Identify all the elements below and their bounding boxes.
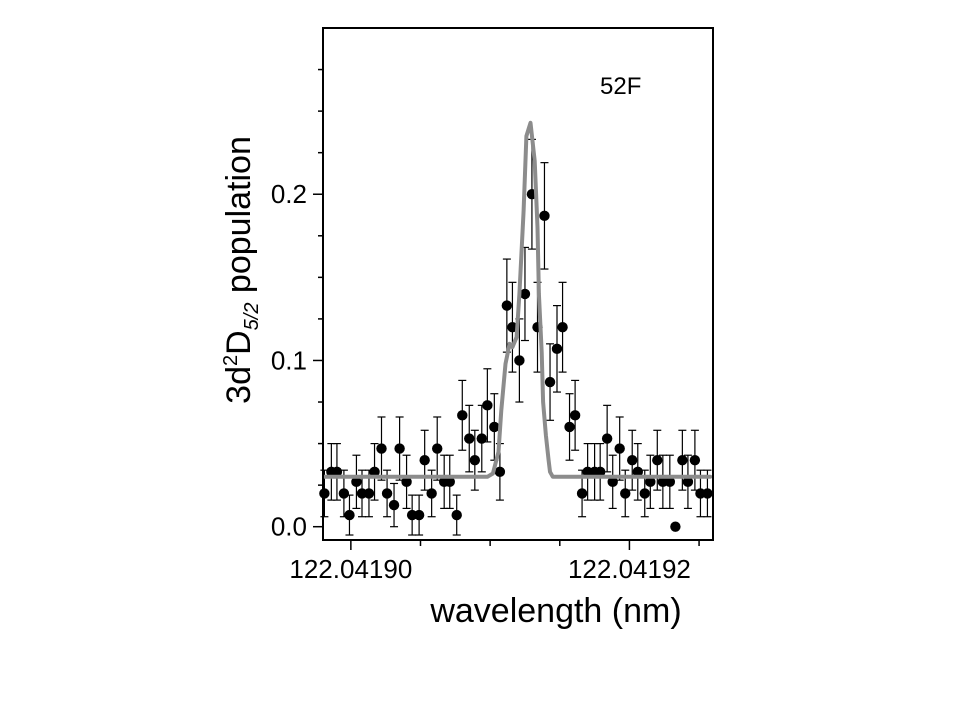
y-label-prefix: 3d [220,366,258,404]
data-points [319,189,713,532]
data-point [664,476,676,488]
data-point [639,488,650,499]
data-point [607,476,618,488]
data-point [551,343,563,355]
y-tick-label: 0.0 [271,512,307,542]
y-tick-label: 0.1 [271,345,307,375]
data-point [677,455,688,466]
data-point [620,488,631,499]
data-point [388,499,400,511]
data-point [376,443,387,454]
y-axis-label: 3d2D5/2 population [220,136,263,404]
data-point [576,488,588,499]
data-point [344,509,355,521]
fit-line [323,120,713,479]
y-label-suffix: population [220,136,258,302]
data-point [557,322,568,333]
data-point [494,466,506,478]
y-tick-label: 0.2 [271,179,307,209]
axis-ticks [313,193,700,550]
data-point [670,521,681,532]
data-point [702,488,713,499]
plot-frame [322,27,714,541]
data-point [652,455,663,466]
data-point [564,421,575,433]
data-point [594,466,606,478]
data-point [401,476,412,488]
data-point [544,376,556,388]
data-point [338,488,350,499]
data-point [645,476,656,488]
y-minor-ticks [318,68,323,486]
y-label-superscript: 2 [220,355,242,366]
x-axis-label: wavelength (nm) [429,592,681,630]
data-point [507,322,518,333]
data-point [682,476,694,488]
x-tick-label: 122.04190 [289,554,412,584]
data-point [514,355,525,366]
data-point [331,466,343,478]
data-point [394,443,405,454]
data-point [469,455,481,466]
x-tick-label: 122.04192 [568,554,691,584]
data-point [381,488,393,499]
tick-labels: 0.0 0.1 0.2 122.04190 122.04192 [271,179,691,584]
data-point [489,421,500,433]
data-point [482,400,493,411]
data-point [444,476,455,488]
data-point [319,488,330,499]
data-point [369,466,380,478]
data-point [419,455,430,466]
data-point [464,433,475,444]
data-point [351,476,362,488]
data-point [476,433,487,444]
data-point [363,488,375,499]
chart-annotation: 52F [600,73,641,100]
data-point [614,443,625,454]
data-point [426,488,437,499]
data-point [457,410,468,421]
data-point [632,466,643,478]
data-point [569,410,581,421]
y-label-mid: D [220,330,258,355]
data-point [539,210,550,222]
data-point [451,509,462,521]
data-point [519,288,531,300]
data-point [432,443,443,454]
data-point [413,509,425,521]
y-label-subscript: 5/2 [241,303,263,331]
data-point [601,433,613,444]
data-point [501,300,513,311]
data-point [689,455,701,466]
data-point [627,455,638,466]
